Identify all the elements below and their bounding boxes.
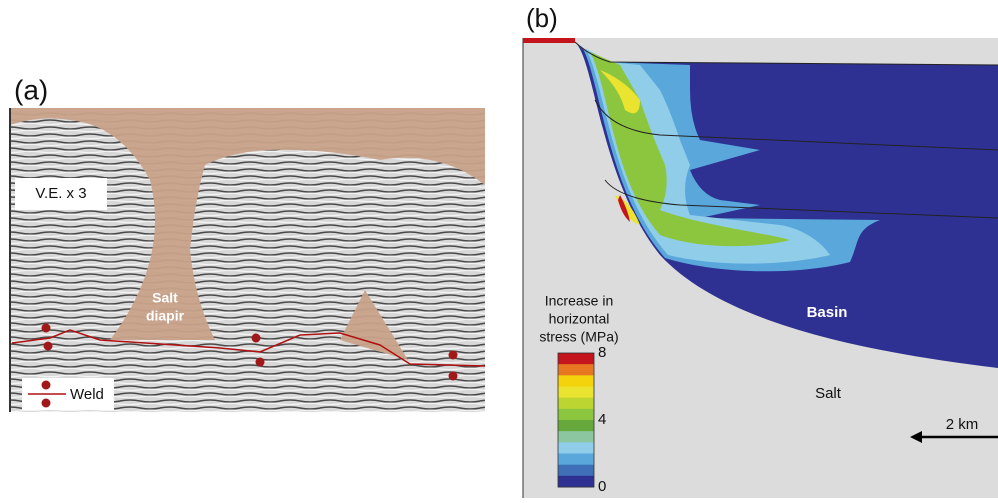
colorbar-swatch <box>558 465 594 477</box>
panel-label: (a) <box>14 74 48 105</box>
scale-label: 2 km <box>946 416 979 433</box>
basin-label: Basin <box>807 304 848 321</box>
colorbar-swatch <box>558 420 594 432</box>
salt-label: Salt <box>815 385 842 402</box>
colorbar-swatch <box>558 353 594 365</box>
colorbar-swatch <box>558 364 594 376</box>
diapir-label: Salt <box>152 290 178 306</box>
ve-label: V.E. x 3 <box>35 185 86 202</box>
colorbar-tick-label: 0 <box>598 478 606 495</box>
legend-title: stress (MPa) <box>539 329 618 345</box>
weld-legend: Weld <box>22 378 114 410</box>
panel-label: (b) <box>526 3 558 33</box>
colorbar-swatch <box>558 442 594 454</box>
colorbar-swatch <box>558 387 594 399</box>
weld-label: Weld <box>70 386 104 403</box>
colorbar-tick-label: 4 <box>598 411 606 428</box>
colorbar-swatch <box>558 398 594 410</box>
colorbar-swatch <box>558 431 594 443</box>
legend-title: horizontal <box>549 311 610 327</box>
colorbar-swatch <box>558 476 594 488</box>
colorbar-tick-label: 8 <box>598 344 606 361</box>
colorbar-swatch <box>558 454 594 466</box>
figure: (a) V.E. x 3 Salt diapir Weld (b) <box>0 0 998 498</box>
diapir-label: diapir <box>146 308 185 324</box>
colorbar-swatch <box>558 375 594 387</box>
colorbar-swatch <box>558 409 594 421</box>
seismic-section <box>10 108 485 412</box>
legend-title: Increase in <box>545 293 613 309</box>
